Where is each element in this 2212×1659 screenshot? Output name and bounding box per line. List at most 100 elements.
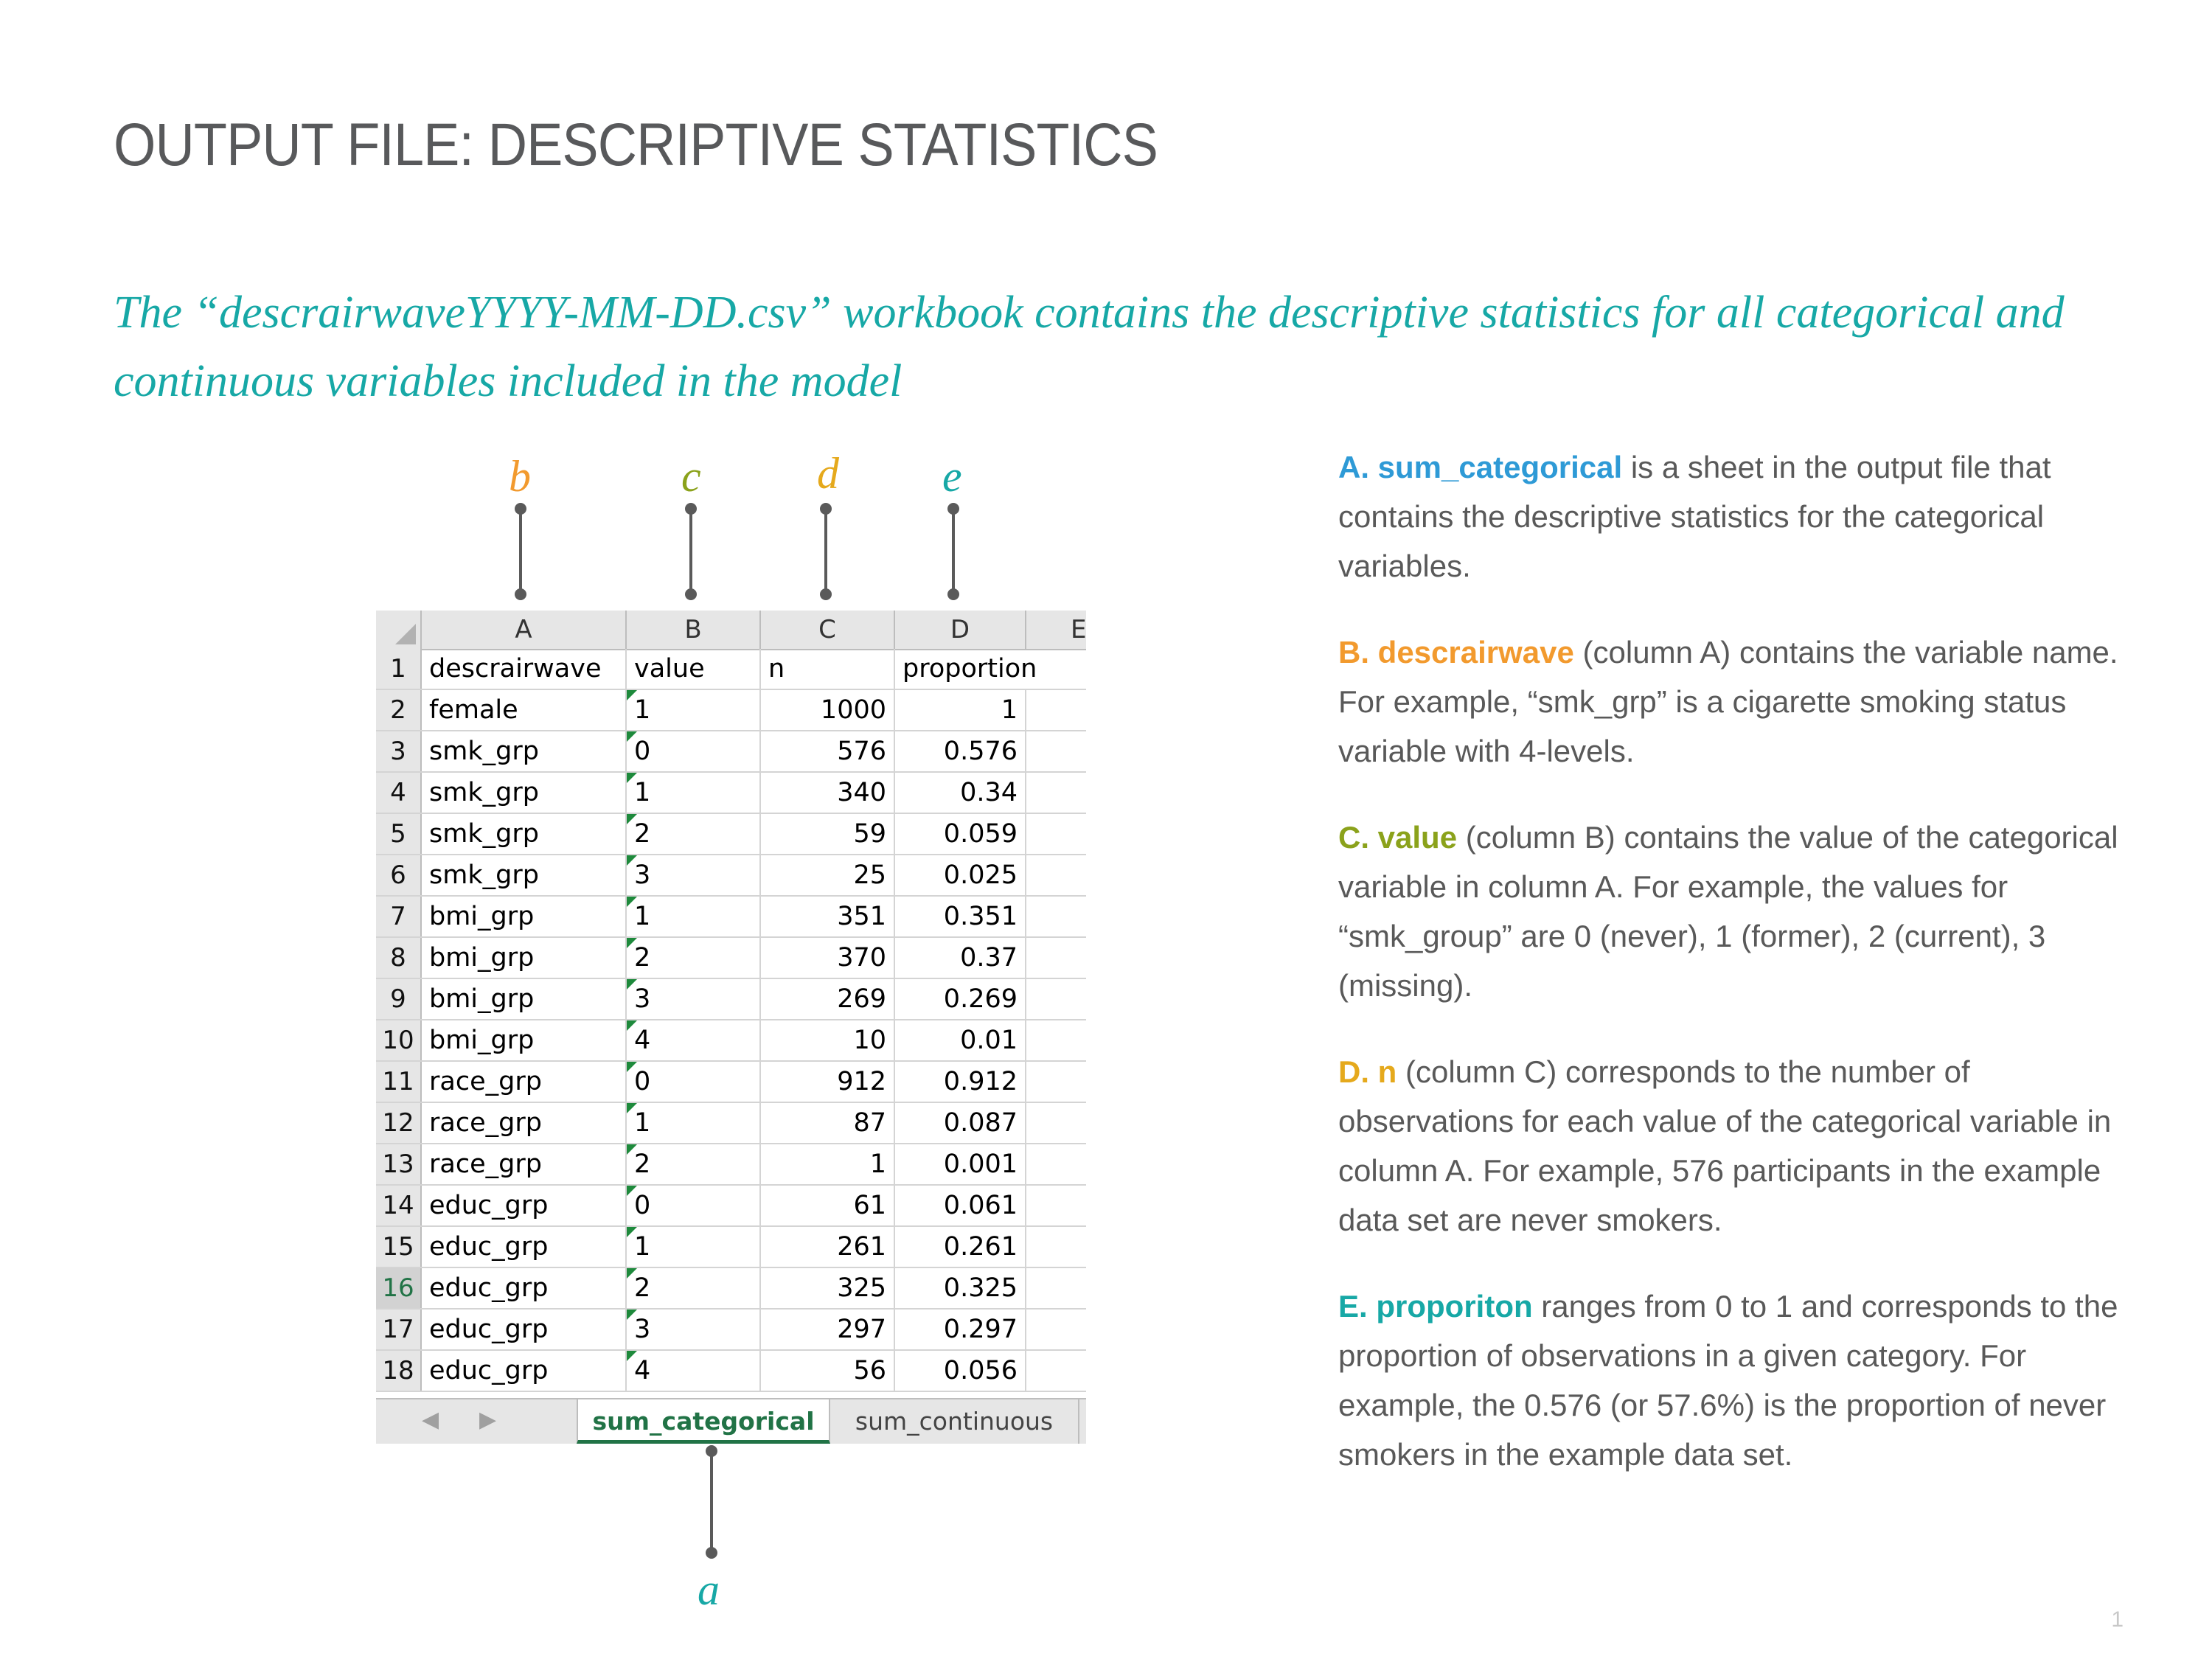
cell-d[interactable]: 0.325 <box>895 1268 1026 1308</box>
cell-b[interactable]: 1 <box>627 1103 761 1143</box>
row-number[interactable]: 8 <box>376 938 422 978</box>
tab-sum-categorical[interactable]: sum_categorical <box>577 1399 830 1444</box>
cell-b[interactable]: 2 <box>627 1268 761 1308</box>
tab-scroll-left-icon[interactable]: ◀ <box>422 1408 439 1432</box>
cell-d[interactable]: 0.087 <box>895 1103 1026 1143</box>
cell-c[interactable]: 269 <box>761 979 895 1019</box>
cell-d[interactable]: 0.34 <box>895 773 1026 813</box>
column-header-c[interactable]: C <box>761 611 895 649</box>
cell-b[interactable]: 3 <box>627 1310 761 1349</box>
cell-c[interactable]: 25 <box>761 855 895 895</box>
cell-c[interactable]: 1 <box>761 1144 895 1184</box>
cell-b[interactable]: 3 <box>627 855 761 895</box>
cell-d[interactable]: 0.37 <box>895 938 1026 978</box>
row-number[interactable]: 14 <box>376 1186 422 1225</box>
cell-c[interactable]: 297 <box>761 1310 895 1349</box>
cell-a[interactable]: educ_grp <box>422 1310 627 1349</box>
cell-d[interactable]: 0.261 <box>895 1227 1026 1267</box>
cell-b[interactable]: 1 <box>627 897 761 936</box>
cell-b[interactable]: 0 <box>627 731 761 771</box>
tab-sum-continuous[interactable]: sum_continuous <box>830 1399 1079 1444</box>
cell-c[interactable]: 56 <box>761 1351 895 1391</box>
column-header-d[interactable]: D <box>895 611 1026 649</box>
row-number[interactable]: 6 <box>376 855 422 895</box>
cell-c[interactable]: 10 <box>761 1020 895 1060</box>
row-number[interactable]: 15 <box>376 1227 422 1267</box>
cell-b[interactable]: 1 <box>627 773 761 813</box>
cell-a[interactable]: race_grp <box>422 1103 627 1143</box>
row-number[interactable]: 4 <box>376 773 422 813</box>
cell-d[interactable]: 0.297 <box>895 1310 1026 1349</box>
row-number[interactable]: 9 <box>376 979 422 1019</box>
cell-a[interactable]: smk_grp <box>422 855 627 895</box>
cell-c[interactable]: 261 <box>761 1227 895 1267</box>
cell-a[interactable]: bmi_grp <box>422 1020 627 1060</box>
cell-c[interactable]: 370 <box>761 938 895 978</box>
cell-d[interactable]: 0.001 <box>895 1144 1026 1184</box>
cell-a[interactable]: female <box>422 690 627 730</box>
row-number[interactable]: 5 <box>376 814 422 854</box>
row-number[interactable]: 13 <box>376 1144 422 1184</box>
row-number[interactable]: 1 <box>376 649 422 689</box>
row-number[interactable]: 10 <box>376 1020 422 1060</box>
cell-d[interactable]: 1 <box>895 690 1026 730</box>
cell-d[interactable]: 0.576 <box>895 731 1026 771</box>
tab-scroll-right-icon[interactable]: ▶ <box>479 1408 497 1432</box>
cell-b[interactable]: 2 <box>627 1144 761 1184</box>
cell-c[interactable]: 325 <box>761 1268 895 1308</box>
cell-a[interactable]: educ_grp <box>422 1351 627 1391</box>
cell-d[interactable]: 0.269 <box>895 979 1026 1019</box>
cell-a[interactable]: educ_grp <box>422 1227 627 1267</box>
cell-a[interactable]: race_grp <box>422 1144 627 1184</box>
row-number[interactable]: 3 <box>376 731 422 771</box>
row-number[interactable]: 17 <box>376 1310 422 1349</box>
cell-b[interactable]: 3 <box>627 979 761 1019</box>
row-number[interactable]: 7 <box>376 897 422 936</box>
column-header-a[interactable]: A <box>422 611 627 649</box>
cell-a[interactable]: bmi_grp <box>422 938 627 978</box>
cell-d[interactable]: 0.351 <box>895 897 1026 936</box>
cell-d[interactable]: 0.061 <box>895 1186 1026 1225</box>
row-number[interactable]: 11 <box>376 1062 422 1102</box>
cell-c[interactable]: 1000 <box>761 690 895 730</box>
cell-b[interactable]: 1 <box>627 690 761 730</box>
cell-a[interactable]: bmi_grp <box>422 897 627 936</box>
cell-d[interactable]: 0.059 <box>895 814 1026 854</box>
cell-d[interactable]: proportion <box>902 654 1037 684</box>
cell-b[interactable]: 4 <box>627 1351 761 1391</box>
cell-a[interactable]: bmi_grp <box>422 979 627 1019</box>
row-number[interactable]: 12 <box>376 1103 422 1143</box>
cell-c[interactable]: 912 <box>761 1062 895 1102</box>
cell-c[interactable]: 340 <box>761 773 895 813</box>
cell-c[interactable]: 351 <box>761 897 895 936</box>
cell-b[interactable]: 0 <box>627 1062 761 1102</box>
cell-a[interactable]: smk_grp <box>422 773 627 813</box>
row-number[interactable]: 2 <box>376 690 422 730</box>
cell-b[interactable]: 0 <box>627 1186 761 1225</box>
cell-c[interactable]: 61 <box>761 1186 895 1225</box>
cell-b[interactable]: 2 <box>627 814 761 854</box>
column-header-e[interactable]: E <box>1026 611 1086 649</box>
cell-b[interactable]: value <box>627 649 761 689</box>
cell-d[interactable]: 0.025 <box>895 855 1026 895</box>
cell-c[interactable]: 576 <box>761 731 895 771</box>
cell-a[interactable]: smk_grp <box>422 814 627 854</box>
cell-b[interactable]: 1 <box>627 1227 761 1267</box>
cell-a[interactable]: smk_grp <box>422 731 627 771</box>
cell-c[interactable]: 87 <box>761 1103 895 1143</box>
cell-c[interactable]: 59 <box>761 814 895 854</box>
cell-a[interactable]: descrairwave <box>422 649 627 689</box>
cell-b[interactable]: 4 <box>627 1020 761 1060</box>
cell-b[interactable]: 2 <box>627 938 761 978</box>
cell-a[interactable]: educ_grp <box>422 1186 627 1225</box>
cell-c[interactable]: n <box>761 649 895 689</box>
row-number[interactable]: 16 <box>376 1268 422 1308</box>
cell-d[interactable]: 0.056 <box>895 1351 1026 1391</box>
cell-a[interactable]: educ_grp <box>422 1268 627 1308</box>
select-all-corner[interactable] <box>376 611 422 649</box>
cell-a[interactable]: race_grp <box>422 1062 627 1102</box>
cell-d[interactable]: 0.912 <box>895 1062 1026 1102</box>
column-header-b[interactable]: B <box>627 611 761 649</box>
cell-d[interactable]: 0.01 <box>895 1020 1026 1060</box>
row-number[interactable]: 18 <box>376 1351 422 1391</box>
